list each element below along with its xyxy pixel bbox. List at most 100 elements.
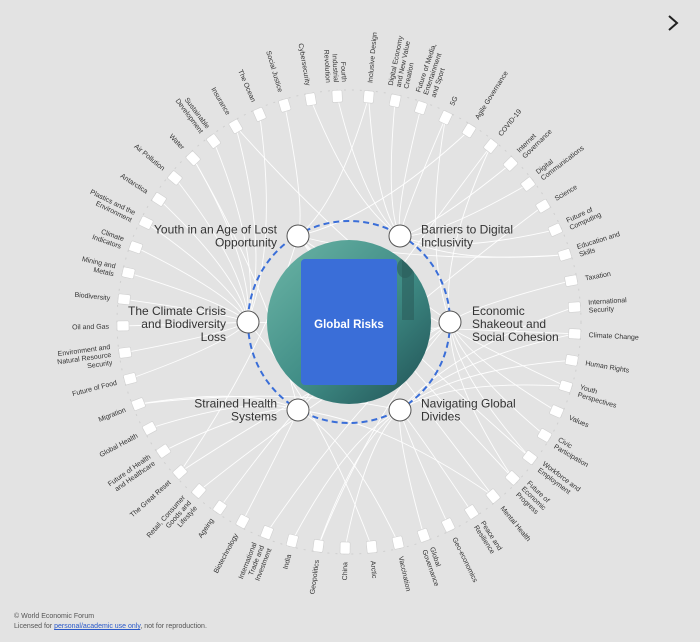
topic-node[interactable]: The Ocean — [236, 69, 267, 122]
key-issue-marker[interactable] — [286, 398, 310, 422]
key-issue-marker[interactable] — [286, 224, 310, 248]
topic-marker[interactable] — [547, 222, 563, 237]
topic-node[interactable]: Plastics and theEnvironment — [85, 189, 154, 230]
topic-node[interactable]: YouthPerspectives — [558, 379, 620, 410]
topic-marker[interactable] — [549, 404, 564, 419]
topic-marker[interactable] — [151, 192, 167, 207]
topic-marker[interactable] — [483, 138, 499, 154]
topic-marker[interactable] — [117, 293, 131, 306]
topic-node[interactable]: Science — [535, 184, 579, 214]
topic-marker[interactable] — [520, 176, 536, 192]
topic-marker[interactable] — [564, 274, 579, 287]
topic-node[interactable]: Inclusive Design — [363, 32, 379, 104]
topic-node[interactable]: Digital Economyand New ValueCreation — [388, 35, 421, 108]
topic-node[interactable]: Taxation — [564, 271, 612, 287]
topic-node[interactable]: GlobalGovernance — [417, 528, 447, 587]
topic-node[interactable]: Geopolitics — [309, 539, 325, 595]
topic-node[interactable]: Mining andMetals — [79, 256, 136, 280]
topic-marker[interactable] — [118, 346, 132, 359]
next-arrow-button[interactable] — [660, 10, 686, 36]
topic-marker[interactable] — [564, 354, 579, 367]
key-issue-marker[interactable] — [236, 310, 260, 334]
topic-node[interactable]: 5G — [438, 95, 460, 126]
topic-node[interactable]: Future ofComputing — [547, 204, 603, 237]
topic-marker[interactable] — [138, 215, 154, 230]
topic-node[interactable]: India — [283, 533, 299, 570]
topic-node[interactable]: Biodiversity — [74, 292, 131, 306]
topic-marker[interactable] — [535, 198, 551, 214]
topic-marker[interactable] — [206, 133, 221, 149]
key-issue-marker[interactable] — [388, 398, 412, 422]
key-issue-node[interactable]: Strained Health Systems — [194, 397, 310, 424]
topic-marker[interactable] — [417, 528, 431, 543]
topic-marker[interactable] — [568, 328, 582, 340]
topic-marker[interactable] — [331, 89, 343, 103]
topic-marker[interactable] — [414, 100, 428, 115]
topic-marker[interactable] — [339, 541, 351, 555]
topic-node[interactable]: Values — [549, 404, 590, 430]
topic-marker[interactable] — [557, 248, 572, 262]
topic-node[interactable]: Cybersecurity — [297, 43, 317, 107]
key-issue-node[interactable]: The Climate Crisis and Biodiversity Loss — [128, 304, 260, 344]
topic-marker[interactable] — [537, 428, 553, 443]
topic-marker[interactable] — [391, 535, 405, 550]
topic-marker[interactable] — [252, 107, 267, 122]
topic-node[interactable]: Arctic — [365, 540, 378, 579]
topic-node[interactable]: Human Rights — [564, 354, 630, 375]
topic-marker[interactable] — [464, 504, 479, 520]
topic-node[interactable]: Future of Food — [72, 372, 138, 398]
topic-marker[interactable] — [441, 517, 456, 533]
topic-node[interactable]: Oil and Gas — [72, 320, 130, 332]
topic-node[interactable]: Global Health — [99, 421, 158, 459]
topic-marker[interactable] — [505, 470, 521, 486]
topic-node[interactable]: Water — [167, 133, 201, 167]
key-issue-node[interactable]: Navigating Global Divides — [388, 397, 516, 424]
topic-marker[interactable] — [438, 110, 453, 126]
topic-marker[interactable] — [142, 421, 158, 436]
topic-marker[interactable] — [567, 301, 582, 313]
topic-marker[interactable] — [172, 464, 188, 480]
topic-marker[interactable] — [121, 266, 136, 280]
key-issue-node[interactable]: Barriers to Digital Inclusivity — [388, 223, 513, 250]
topic-marker[interactable] — [388, 93, 402, 108]
topic-marker[interactable] — [485, 488, 501, 504]
key-issue-marker[interactable] — [388, 224, 412, 248]
topic-marker[interactable] — [123, 372, 138, 386]
key-issue-node[interactable]: Youth in an Age of Lost Opportunity — [154, 223, 310, 250]
topic-marker[interactable] — [304, 92, 317, 107]
license-link[interactable]: personal/academic use only — [54, 623, 141, 630]
topic-marker[interactable] — [461, 123, 477, 138]
topic-node[interactable]: Future of Media,Entertainmentand Sport — [414, 43, 453, 115]
topic-marker[interactable] — [235, 513, 250, 529]
topic-node[interactable]: Climate Change — [568, 328, 639, 342]
topic-node[interactable]: Ageing — [197, 500, 228, 540]
topic-marker[interactable] — [116, 320, 130, 332]
topic-marker[interactable] — [191, 483, 207, 499]
key-issue-marker[interactable] — [438, 310, 462, 334]
topic-marker[interactable] — [365, 540, 378, 554]
topic-node[interactable]: Migration — [98, 397, 146, 424]
topic-node[interactable]: Antarctica — [119, 173, 167, 207]
topic-marker[interactable] — [522, 450, 538, 465]
topic-marker[interactable] — [185, 150, 201, 167]
topic-node[interactable]: ClimateIndicators — [91, 226, 143, 254]
topic-marker[interactable] — [128, 240, 143, 254]
topic-marker[interactable] — [278, 98, 292, 113]
topic-marker[interactable] — [285, 533, 299, 548]
topic-node[interactable]: FourthIndustrialRevolution — [322, 49, 347, 103]
topic-node[interactable]: China — [339, 541, 351, 580]
topic-marker[interactable] — [558, 379, 573, 393]
topic-marker[interactable] — [312, 539, 325, 553]
topic-marker[interactable] — [228, 118, 243, 134]
topic-marker[interactable] — [363, 90, 375, 104]
topic-node[interactable]: InternationalSecurity — [567, 297, 628, 315]
topic-node[interactable]: Education andSkills — [557, 231, 624, 262]
topic-node[interactable]: Air Pollution — [132, 143, 183, 186]
key-issue-node[interactable]: Economic Shakeout and Social Cohesion — [438, 304, 559, 344]
topic-marker[interactable] — [167, 170, 183, 186]
global-risks-card[interactable] — [301, 259, 397, 385]
topic-marker[interactable] — [503, 156, 519, 172]
topic-node[interactable]: Environment andNatural ResourceSecurity — [56, 344, 132, 374]
topic-marker[interactable] — [156, 443, 172, 459]
topic-node[interactable]: InternationalTrade andInvestment — [238, 525, 274, 586]
